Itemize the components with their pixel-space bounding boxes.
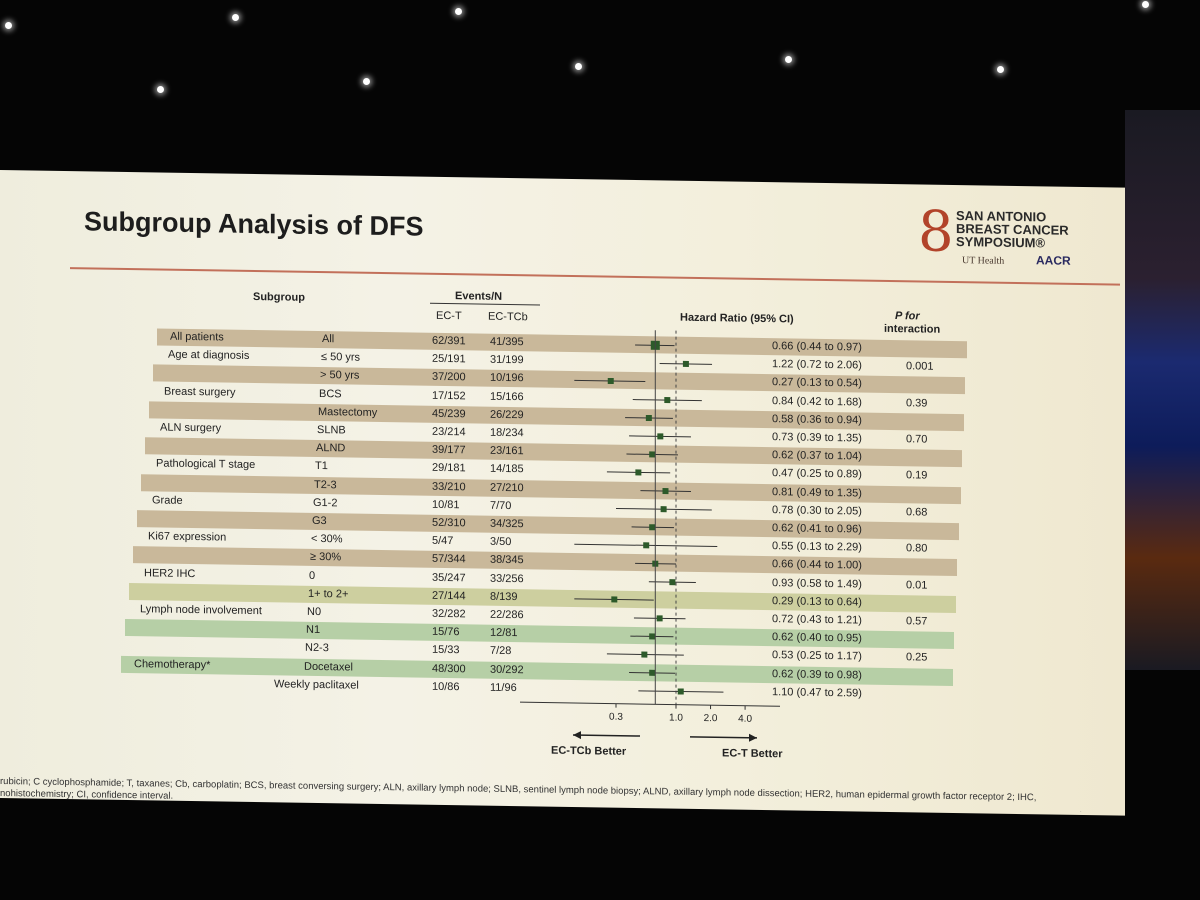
hr-marker (611, 596, 618, 603)
hr-marker (641, 651, 648, 658)
forest-plot: 0.3 1.0 2.0 4.0 (520, 330, 780, 742)
x-tick-label: 0.3 (609, 712, 623, 723)
hr-marker (682, 360, 689, 368)
hr-marker (607, 377, 614, 385)
left-arrow-head (573, 731, 581, 740)
x-tick-label: 2.0 (704, 713, 718, 724)
hr-marker (635, 469, 642, 476)
right-arrow-head (749, 733, 757, 742)
slide-id: · (1080, 808, 1082, 815)
hr-marker (649, 451, 656, 458)
hr-marker (657, 433, 664, 440)
hr-marker (649, 524, 656, 531)
presentation-slide: Subgroup Analysis of DFS 8 SAN ANTONIO B… (0, 170, 1125, 816)
x-axis (520, 701, 780, 707)
hr-marker (660, 506, 667, 513)
x-tick-label: 1.0 (669, 713, 683, 724)
right-arrow (690, 736, 757, 739)
x-tick-label: 4.0 (738, 714, 752, 725)
right-better-label: EC-T Better (722, 747, 783, 761)
hr-marker (649, 669, 656, 676)
hr-marker (664, 397, 671, 404)
hr-marker (677, 688, 684, 695)
hr-marker (662, 488, 669, 495)
stage-background (1125, 110, 1200, 670)
left-better-label: EC-TCb Better (551, 744, 627, 758)
hr-marker (643, 542, 650, 549)
hr-marker (669, 579, 676, 586)
left-arrow (573, 734, 640, 737)
hr-marker (645, 414, 652, 422)
hr-marker (649, 633, 656, 640)
hr-marker (656, 615, 663, 622)
